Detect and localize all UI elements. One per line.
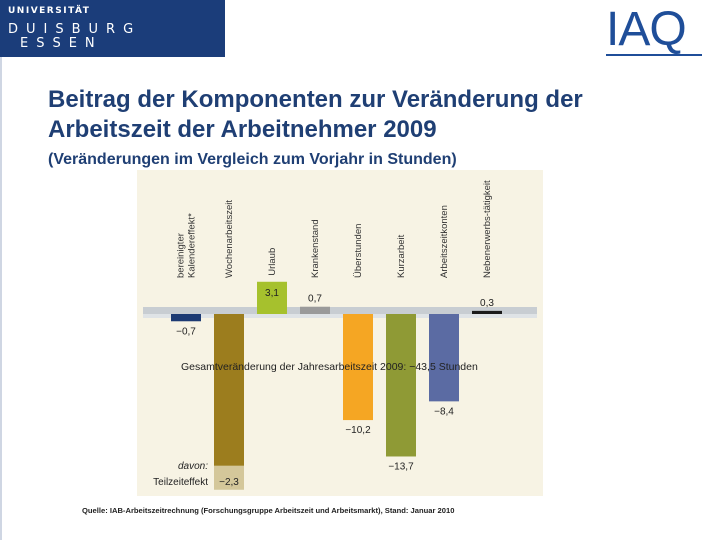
side-divider: [0, 57, 2, 540]
category-label-1-0: Wochenarbeitszeit: [224, 200, 235, 278]
sub-value-label: −2,3: [219, 477, 239, 488]
university-line1: UNIVERSITÄT: [8, 6, 91, 16]
category-label-3-0: Krankenstand: [310, 219, 321, 278]
bar-5: [386, 314, 416, 457]
category-label-5-0: Kurzarbeit: [396, 234, 407, 278]
value-label-4: −10,2: [345, 425, 371, 436]
iaq-logo-text: IAQ: [606, 3, 687, 56]
university-line3: ESSEN: [20, 36, 103, 51]
zero-band-top: [143, 307, 537, 314]
bar-1: [214, 314, 244, 466]
bar-chart: −0,7bereinigterKalendereffekt*−14,6Woche…: [143, 180, 537, 490]
bar-4: [343, 314, 373, 421]
value-label-6: −8,4: [434, 406, 454, 417]
value-label-5: −13,7: [388, 461, 414, 472]
iaq-logo[interactable]: IAQ: [604, 2, 702, 58]
category-label-7-0: Nebenerwerbs-tätigkeit: [482, 180, 493, 278]
value-label-2: 3,1: [265, 288, 279, 299]
value-label-7: 0,3: [480, 298, 494, 309]
bar-3: [300, 306, 330, 314]
category-label-4-0: Überstunden: [353, 224, 364, 278]
iaq-logo-rule: [606, 54, 702, 56]
sub-label-line2: Teilzeiteffekt: [153, 477, 208, 488]
category-label-6-0: Arbeitszeitkonten: [439, 205, 450, 278]
total-change-annotation: Gesamtveränderung der Jahresarbeitszeit …: [181, 361, 478, 373]
category-label-0-1: Kalendereffekt*: [187, 213, 198, 278]
value-label-3: 0,7: [308, 294, 322, 305]
bar-6: [429, 314, 459, 402]
slide-subtitle: (Veränderungen im Vergleich zum Vorjahr …: [48, 151, 457, 168]
chart-panel: −0,7bereinigterKalendereffekt*−14,6Woche…: [137, 170, 543, 496]
university-logo[interactable]: UNIVERSITÄT DUISBURG ESSEN: [0, 0, 225, 57]
category-label-2-0: Urlaub: [267, 248, 278, 276]
university-line2: DUISBURG: [8, 22, 142, 37]
bar-7: [472, 310, 502, 314]
bar-2: [257, 281, 287, 314]
sub-bar-teilzeiteffekt: [214, 465, 244, 490]
source-note: Quelle: IAB-Arbeitszeitrechnung (Forschu…: [82, 506, 455, 515]
zero-band-bottom: [143, 314, 537, 318]
slide-title: Beitrag der Komponenten zur Veränderung …: [48, 86, 583, 143]
category-label-0-0: bereinigter: [176, 233, 187, 278]
sub-label-line1: davon:: [178, 461, 208, 472]
value-label-0: −0,7: [176, 326, 196, 337]
bar-0: [171, 314, 201, 322]
